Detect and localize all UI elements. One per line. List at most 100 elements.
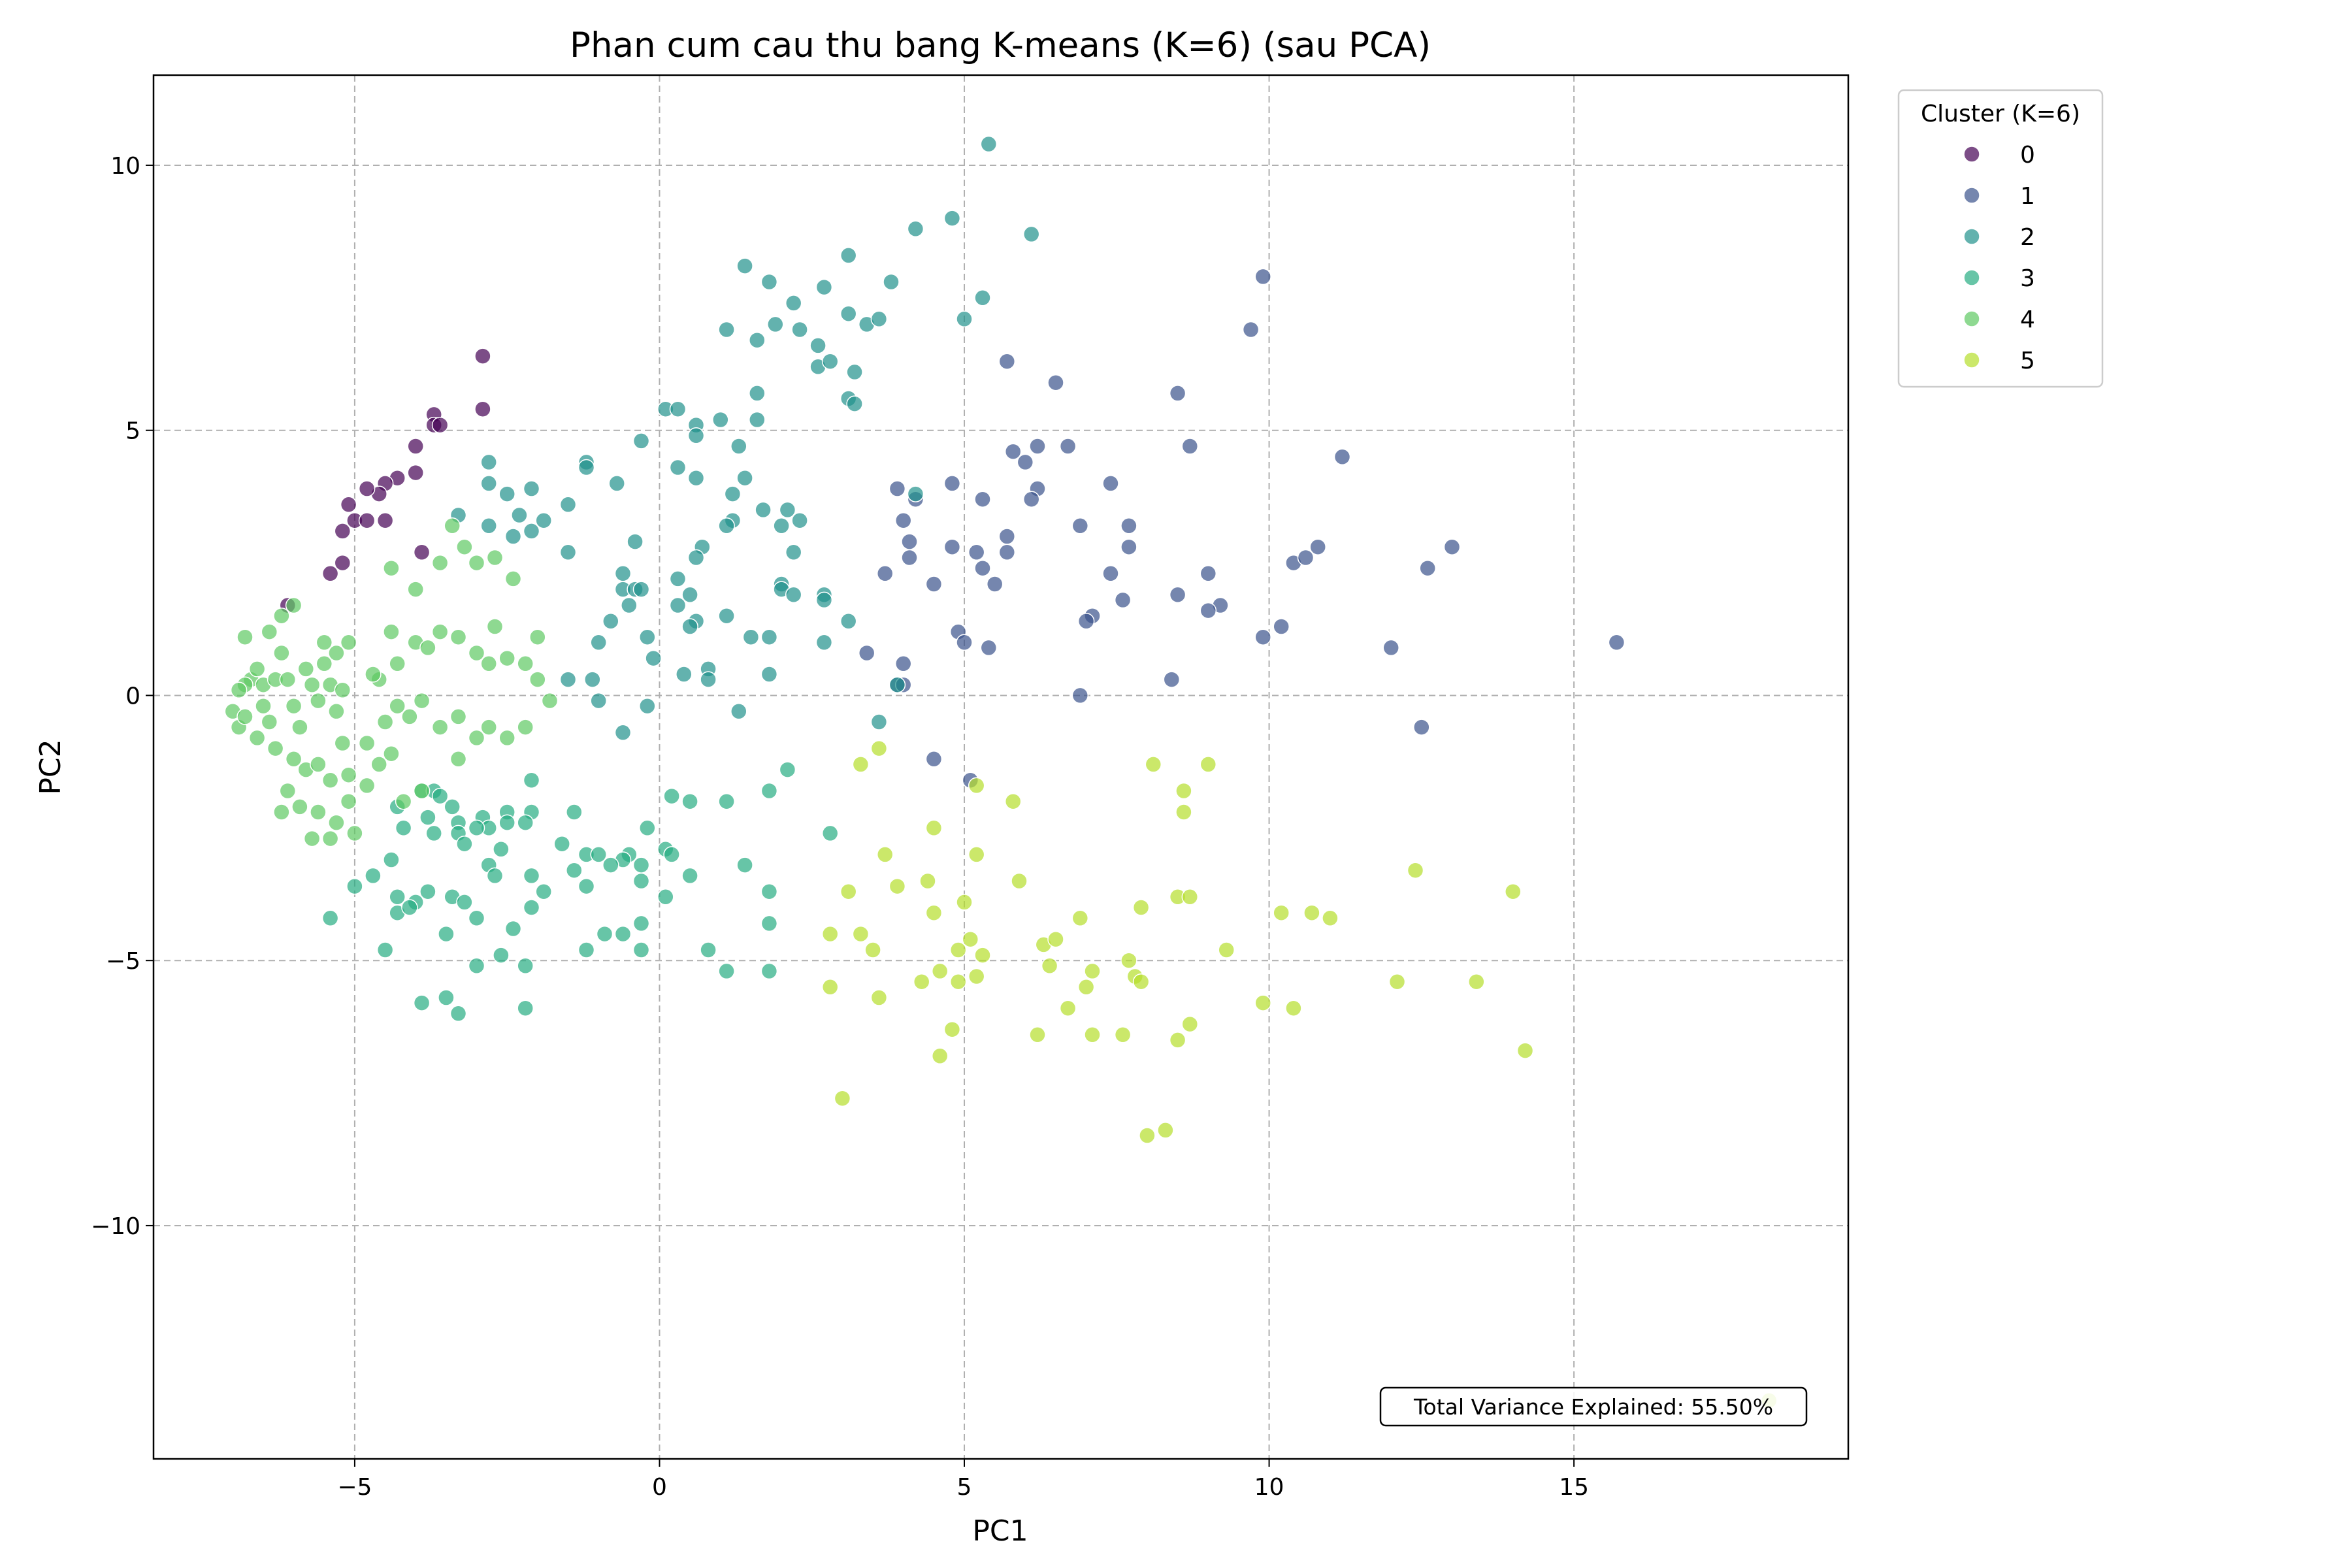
data-point [578, 459, 595, 476]
data-point [431, 719, 449, 736]
data-point [340, 634, 357, 651]
data-point [1218, 941, 1235, 958]
legend-label: 2 [2020, 224, 2035, 251]
data-point [852, 756, 870, 773]
data-point [449, 708, 467, 725]
data-point [285, 751, 302, 768]
data-point [1468, 973, 1485, 990]
data-point [1004, 443, 1022, 460]
data-point [334, 554, 351, 572]
data-point [523, 772, 540, 789]
legend-label: 1 [2020, 183, 2035, 210]
data-point [480, 453, 497, 471]
data-point [876, 565, 894, 582]
ticks-layer: −5 0 5 10 15 10 5 0 −5 −10 [91, 153, 1589, 1501]
data-point [1273, 904, 1290, 921]
data-point [840, 247, 857, 264]
data-point [413, 544, 431, 561]
data-point [718, 321, 735, 338]
data-point [316, 634, 333, 651]
data-point [1200, 565, 1217, 582]
data-point [834, 1090, 851, 1107]
data-point [273, 804, 290, 821]
data-point [968, 544, 985, 561]
x-tick-label: 5 [957, 1474, 972, 1501]
data-point [523, 867, 540, 885]
data-point [590, 692, 607, 710]
data-point [913, 973, 930, 990]
data-point [681, 618, 698, 635]
data-point [632, 941, 650, 958]
data-point [968, 846, 985, 863]
data-point [1169, 1032, 1186, 1049]
data-point [1114, 591, 1132, 609]
data-point [943, 475, 961, 492]
data-point [760, 273, 778, 291]
data-point [669, 596, 687, 614]
x-tick-label: 15 [1559, 1474, 1589, 1501]
data-point [291, 798, 308, 815]
data-point [889, 877, 906, 895]
data-point [303, 676, 321, 693]
data-point [687, 469, 705, 487]
data-point [760, 962, 778, 980]
data-point [504, 920, 522, 938]
data-point [504, 570, 522, 587]
y-tick-label: 0 [125, 683, 140, 710]
data-point [785, 295, 802, 312]
data-point [310, 804, 327, 821]
data-point [639, 629, 656, 645]
data-point [1200, 756, 1217, 773]
data-point [809, 337, 826, 354]
data-point [1200, 602, 1217, 619]
data-point [632, 872, 650, 890]
data-point [980, 639, 998, 657]
data-point [523, 523, 540, 540]
data-point [321, 772, 339, 789]
data-point [1407, 862, 1424, 879]
data-point [407, 438, 424, 455]
data-point [974, 289, 991, 306]
data-point [480, 719, 497, 736]
data-point [1175, 804, 1192, 821]
data-point [614, 925, 632, 943]
data-point [907, 485, 924, 502]
legend-label: 4 [2020, 306, 2035, 333]
data-point [1309, 538, 1326, 555]
series-cluster-3 [321, 761, 839, 1022]
data-point [736, 257, 753, 274]
data-point [358, 480, 376, 497]
data-point [529, 671, 546, 688]
data-point [974, 947, 991, 964]
data-point [1254, 629, 1271, 645]
data-point [724, 485, 742, 502]
data-point [334, 523, 351, 540]
data-point [1608, 634, 1625, 651]
data-point [1047, 930, 1064, 948]
data-point [1505, 883, 1522, 900]
data-point [438, 925, 455, 943]
data-point [365, 666, 382, 683]
data-point [486, 867, 504, 885]
data-point [730, 703, 747, 720]
data-point [931, 1047, 949, 1065]
data-point [632, 433, 650, 449]
data-point [889, 676, 906, 693]
data-point [925, 751, 943, 768]
data-point [395, 792, 412, 810]
data-point [876, 846, 894, 863]
data-point [870, 989, 888, 1006]
data-point [627, 533, 644, 550]
legend-label: 0 [2020, 142, 2035, 169]
data-point [389, 655, 406, 672]
data-point [321, 830, 339, 847]
points-layer [224, 135, 1778, 1409]
data-point [1181, 438, 1199, 455]
data-point [815, 278, 833, 296]
data-point [986, 576, 1004, 593]
data-point [870, 740, 888, 757]
data-point [383, 851, 400, 868]
data-point [1145, 756, 1162, 773]
data-point [1011, 872, 1028, 890]
